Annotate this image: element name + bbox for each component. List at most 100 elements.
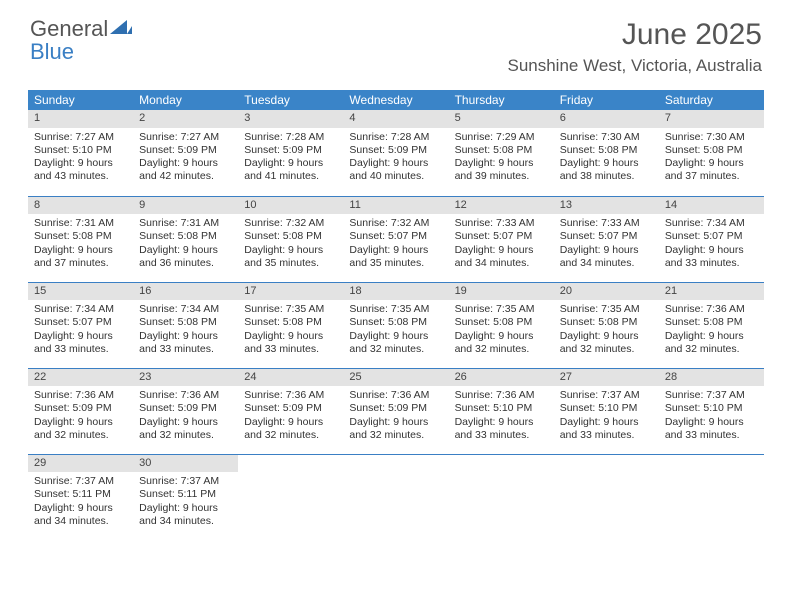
day-sunrise: Sunrise: 7:29 AM bbox=[455, 131, 548, 144]
day-sunset: Sunset: 5:08 PM bbox=[349, 316, 442, 329]
day-daylight: Daylight: 9 hours and 36 minutes. bbox=[139, 244, 232, 270]
page-header: General Blue June 2025 Sunshine West, Vi… bbox=[0, 0, 792, 78]
day-sunset: Sunset: 5:07 PM bbox=[455, 230, 548, 243]
day-body: Sunrise: 7:27 AMSunset: 5:09 PMDaylight:… bbox=[133, 128, 238, 188]
day-number: 13 bbox=[554, 197, 659, 215]
day-sunrise: Sunrise: 7:37 AM bbox=[34, 475, 127, 488]
day-sunrise: Sunrise: 7:34 AM bbox=[34, 303, 127, 316]
calendar-week: 8Sunrise: 7:31 AMSunset: 5:08 PMDaylight… bbox=[28, 196, 764, 282]
day-sunset: Sunset: 5:10 PM bbox=[560, 402, 653, 415]
day-number: 16 bbox=[133, 283, 238, 301]
day-sunset: Sunset: 5:09 PM bbox=[139, 402, 232, 415]
day-body: Sunrise: 7:36 AMSunset: 5:09 PMDaylight:… bbox=[238, 386, 343, 446]
day-daylight: Daylight: 9 hours and 32 minutes. bbox=[139, 416, 232, 442]
day-sunrise: Sunrise: 7:35 AM bbox=[244, 303, 337, 316]
day-sunrise: Sunrise: 7:27 AM bbox=[34, 131, 127, 144]
day-sunrise: Sunrise: 7:37 AM bbox=[139, 475, 232, 488]
calendar-empty bbox=[659, 454, 764, 540]
day-number: 4 bbox=[343, 110, 448, 128]
day-sunset: Sunset: 5:08 PM bbox=[455, 316, 548, 329]
calendar-empty bbox=[449, 454, 554, 540]
day-daylight: Daylight: 9 hours and 33 minutes. bbox=[244, 330, 337, 356]
calendar-day: 4Sunrise: 7:28 AMSunset: 5:09 PMDaylight… bbox=[343, 110, 448, 196]
day-sunset: Sunset: 5:09 PM bbox=[244, 402, 337, 415]
day-daylight: Daylight: 9 hours and 32 minutes. bbox=[349, 416, 442, 442]
day-sunset: Sunset: 5:10 PM bbox=[34, 144, 127, 157]
day-daylight: Daylight: 9 hours and 34 minutes. bbox=[139, 502, 232, 528]
day-body: Sunrise: 7:37 AMSunset: 5:11 PMDaylight:… bbox=[28, 472, 133, 532]
day-daylight: Daylight: 9 hours and 32 minutes. bbox=[244, 416, 337, 442]
calendar-day: 16Sunrise: 7:34 AMSunset: 5:08 PMDayligh… bbox=[133, 282, 238, 368]
day-daylight: Daylight: 9 hours and 40 minutes. bbox=[349, 157, 442, 183]
day-daylight: Daylight: 9 hours and 33 minutes. bbox=[665, 416, 758, 442]
day-sunrise: Sunrise: 7:35 AM bbox=[349, 303, 442, 316]
day-sunrise: Sunrise: 7:28 AM bbox=[244, 131, 337, 144]
day-sunrise: Sunrise: 7:27 AM bbox=[139, 131, 232, 144]
day-daylight: Daylight: 9 hours and 37 minutes. bbox=[665, 157, 758, 183]
day-daylight: Daylight: 9 hours and 33 minutes. bbox=[139, 330, 232, 356]
day-body: Sunrise: 7:29 AMSunset: 5:08 PMDaylight:… bbox=[449, 128, 554, 188]
day-sunset: Sunset: 5:08 PM bbox=[139, 316, 232, 329]
day-sunset: Sunset: 5:08 PM bbox=[560, 144, 653, 157]
day-daylight: Daylight: 9 hours and 35 minutes. bbox=[349, 244, 442, 270]
day-sunset: Sunset: 5:09 PM bbox=[349, 402, 442, 415]
title-block: June 2025 Sunshine West, Victoria, Austr… bbox=[507, 18, 762, 76]
calendar-day: 19Sunrise: 7:35 AMSunset: 5:08 PMDayligh… bbox=[449, 282, 554, 368]
dow-header: Monday bbox=[133, 90, 238, 110]
brand-part1: General bbox=[30, 16, 108, 41]
day-body: Sunrise: 7:30 AMSunset: 5:08 PMDaylight:… bbox=[659, 128, 764, 188]
calendar-day: 25Sunrise: 7:36 AMSunset: 5:09 PMDayligh… bbox=[343, 368, 448, 454]
day-daylight: Daylight: 9 hours and 32 minutes. bbox=[665, 330, 758, 356]
day-body: Sunrise: 7:36 AMSunset: 5:09 PMDaylight:… bbox=[28, 386, 133, 446]
calendar-empty bbox=[343, 454, 448, 540]
day-body: Sunrise: 7:36 AMSunset: 5:09 PMDaylight:… bbox=[343, 386, 448, 446]
day-sunrise: Sunrise: 7:32 AM bbox=[244, 217, 337, 230]
day-daylight: Daylight: 9 hours and 35 minutes. bbox=[244, 244, 337, 270]
day-body: Sunrise: 7:31 AMSunset: 5:08 PMDaylight:… bbox=[28, 214, 133, 274]
day-number: 6 bbox=[554, 110, 659, 128]
day-daylight: Daylight: 9 hours and 34 minutes. bbox=[455, 244, 548, 270]
day-sunset: Sunset: 5:07 PM bbox=[34, 316, 127, 329]
calendar-day: 26Sunrise: 7:36 AMSunset: 5:10 PMDayligh… bbox=[449, 368, 554, 454]
day-number: 8 bbox=[28, 197, 133, 215]
calendar-day: 5Sunrise: 7:29 AMSunset: 5:08 PMDaylight… bbox=[449, 110, 554, 196]
day-number: 22 bbox=[28, 369, 133, 387]
day-sunrise: Sunrise: 7:30 AM bbox=[665, 131, 758, 144]
calendar-day: 12Sunrise: 7:33 AMSunset: 5:07 PMDayligh… bbox=[449, 196, 554, 282]
day-body: Sunrise: 7:37 AMSunset: 5:11 PMDaylight:… bbox=[133, 472, 238, 532]
day-daylight: Daylight: 9 hours and 37 minutes. bbox=[34, 244, 127, 270]
day-number: 30 bbox=[133, 455, 238, 473]
day-sunset: Sunset: 5:07 PM bbox=[560, 230, 653, 243]
day-daylight: Daylight: 9 hours and 39 minutes. bbox=[455, 157, 548, 183]
calendar-day: 23Sunrise: 7:36 AMSunset: 5:09 PMDayligh… bbox=[133, 368, 238, 454]
day-daylight: Daylight: 9 hours and 32 minutes. bbox=[34, 416, 127, 442]
day-body: Sunrise: 7:36 AMSunset: 5:08 PMDaylight:… bbox=[659, 300, 764, 360]
day-sunrise: Sunrise: 7:36 AM bbox=[665, 303, 758, 316]
calendar-week: 22Sunrise: 7:36 AMSunset: 5:09 PMDayligh… bbox=[28, 368, 764, 454]
day-daylight: Daylight: 9 hours and 33 minutes. bbox=[665, 244, 758, 270]
day-number: 27 bbox=[554, 369, 659, 387]
day-number: 7 bbox=[659, 110, 764, 128]
day-daylight: Daylight: 9 hours and 32 minutes. bbox=[455, 330, 548, 356]
day-number: 1 bbox=[28, 110, 133, 128]
day-sunrise: Sunrise: 7:33 AM bbox=[560, 217, 653, 230]
day-sunset: Sunset: 5:08 PM bbox=[560, 316, 653, 329]
day-sunrise: Sunrise: 7:34 AM bbox=[665, 217, 758, 230]
calendar-week: 29Sunrise: 7:37 AMSunset: 5:11 PMDayligh… bbox=[28, 454, 764, 540]
day-sunset: Sunset: 5:08 PM bbox=[665, 144, 758, 157]
day-sunset: Sunset: 5:08 PM bbox=[244, 316, 337, 329]
day-sunset: Sunset: 5:07 PM bbox=[349, 230, 442, 243]
day-body: Sunrise: 7:27 AMSunset: 5:10 PMDaylight:… bbox=[28, 128, 133, 188]
day-sunrise: Sunrise: 7:28 AM bbox=[349, 131, 442, 144]
calendar-day: 8Sunrise: 7:31 AMSunset: 5:08 PMDaylight… bbox=[28, 196, 133, 282]
day-sunset: Sunset: 5:09 PM bbox=[34, 402, 127, 415]
day-daylight: Daylight: 9 hours and 33 minutes. bbox=[34, 330, 127, 356]
day-sunrise: Sunrise: 7:35 AM bbox=[455, 303, 548, 316]
dow-header: Tuesday bbox=[238, 90, 343, 110]
day-body: Sunrise: 7:35 AMSunset: 5:08 PMDaylight:… bbox=[554, 300, 659, 360]
day-daylight: Daylight: 9 hours and 34 minutes. bbox=[560, 244, 653, 270]
day-number: 2 bbox=[133, 110, 238, 128]
day-sunset: Sunset: 5:09 PM bbox=[139, 144, 232, 157]
day-sunset: Sunset: 5:08 PM bbox=[139, 230, 232, 243]
day-number: 12 bbox=[449, 197, 554, 215]
